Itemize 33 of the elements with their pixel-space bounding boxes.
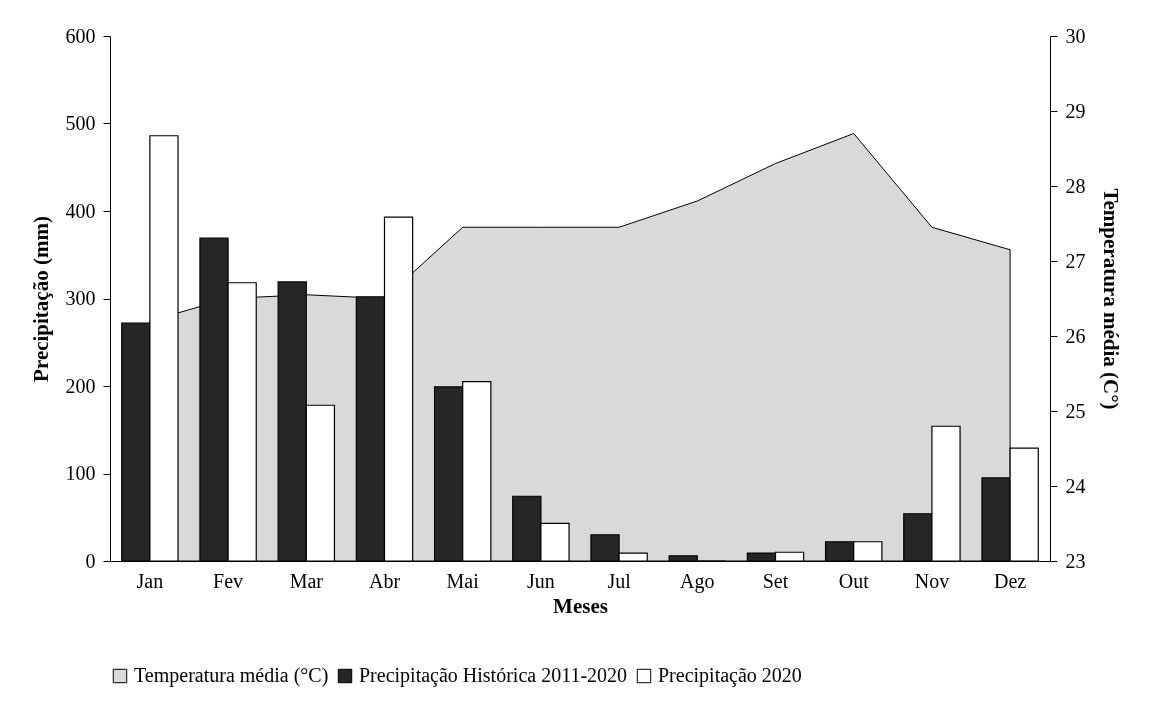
x-tick-label: Mar xyxy=(289,569,324,592)
x-tick-label: Jan xyxy=(136,569,164,592)
y-tick-label: 600 xyxy=(65,24,96,47)
x-axis-title: Meses xyxy=(553,593,608,618)
y2-tick-label: 30 xyxy=(1065,24,1086,47)
x-tick-label: Nov xyxy=(914,569,950,592)
y2-tick-label: 27 xyxy=(1065,249,1086,272)
x-tick-label: Set xyxy=(762,569,789,592)
x-tick-label: Mai xyxy=(446,569,480,592)
x-tick-label: Dez xyxy=(994,569,1027,592)
x-tick-label: Fev xyxy=(213,569,244,592)
y-tick-label: 0 xyxy=(85,549,96,572)
x-tick-label: Jun xyxy=(527,569,555,592)
legend-label: Precipitação 2020 xyxy=(658,664,802,687)
y2-axis-title: Temperatura média (C°) xyxy=(1098,188,1123,410)
x-tick-label: Ago xyxy=(680,569,715,593)
y2-tick-label: 23 xyxy=(1065,549,1086,572)
y2-tick-label: 28 xyxy=(1065,174,1086,197)
legend-label: Precipitação Histórica 2011-2020 xyxy=(359,664,628,687)
x-tick-label: Out xyxy=(838,569,870,592)
y2-tick-label: 24 xyxy=(1065,474,1086,497)
y-axis-title: Precipitação (mm) xyxy=(28,216,53,382)
y-tick-label: 100 xyxy=(65,462,96,484)
y2-tick-label: 25 xyxy=(1065,399,1086,422)
y-tick-label: 400 xyxy=(65,199,96,222)
x-tick-label: Abr xyxy=(368,569,401,592)
y2-tick-label: 29 xyxy=(1065,99,1086,122)
y-tick-label: 200 xyxy=(65,374,96,397)
y-tick-label: 300 xyxy=(65,287,96,309)
x-tick-label: Jul xyxy=(607,569,632,592)
legend-label: Temperatura média (°C) xyxy=(134,664,329,687)
y2-tick-label: 26 xyxy=(1065,324,1086,347)
y-tick-label: 500 xyxy=(65,112,96,134)
